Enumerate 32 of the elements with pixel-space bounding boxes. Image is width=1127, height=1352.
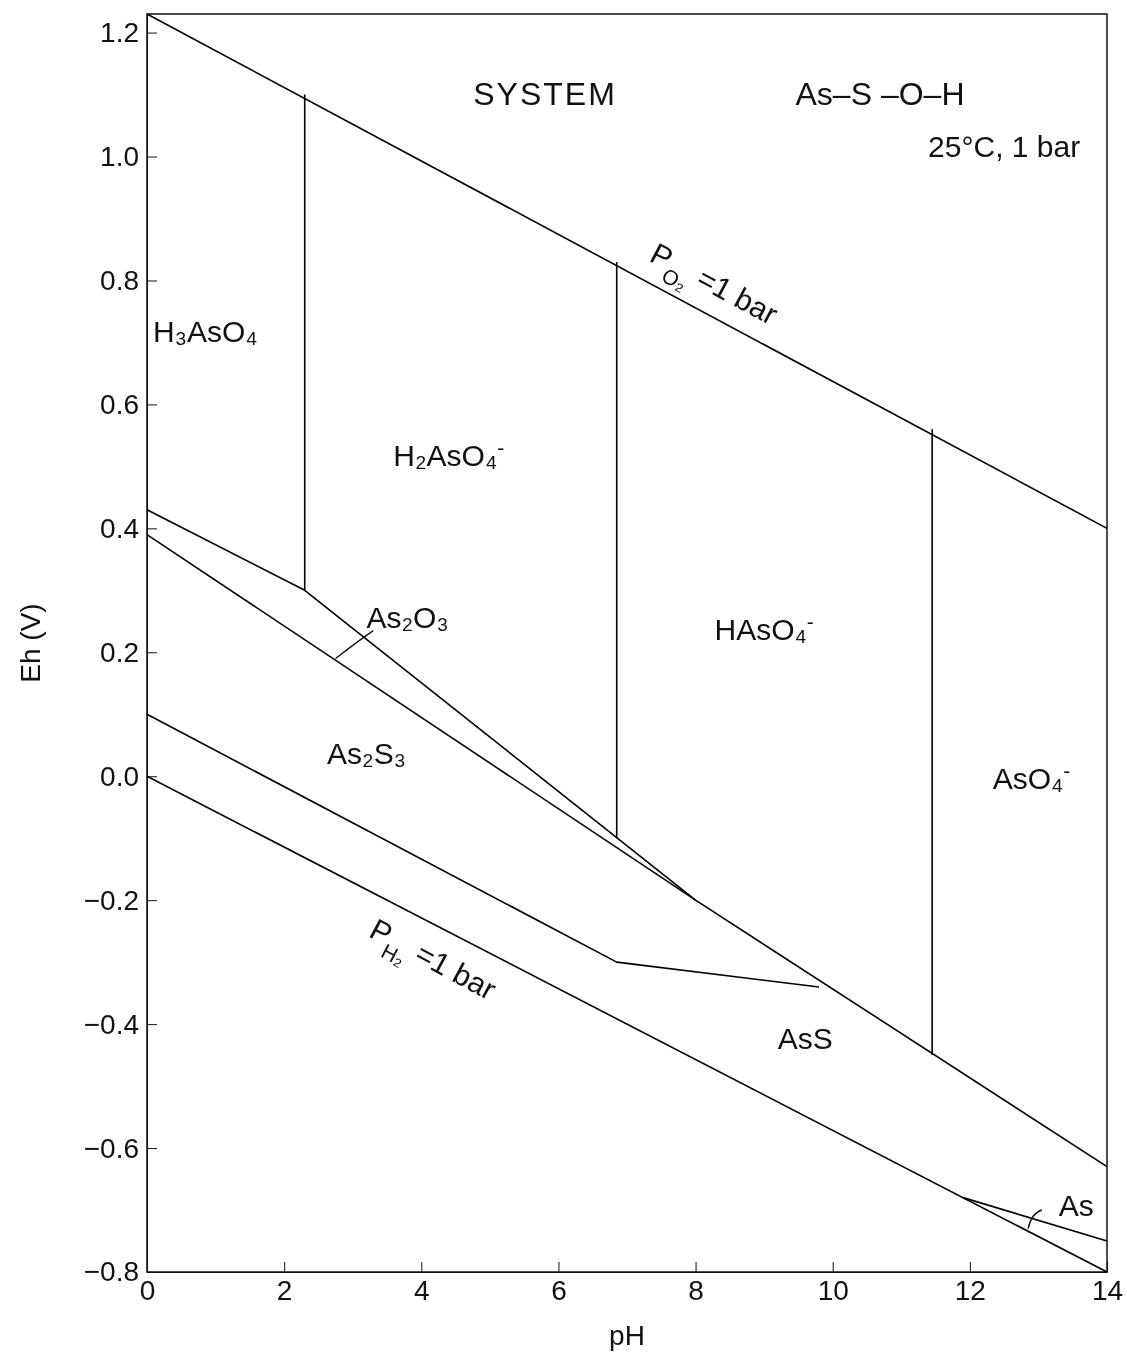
y-tick-label: 0.0 bbox=[100, 760, 139, 792]
text: As–S –O–H bbox=[795, 76, 965, 112]
x-tick-label: 8 bbox=[688, 1274, 704, 1306]
annotation: HAsO₄$^{-}$ bbox=[714, 609, 814, 646]
annotation: As₂O₃ bbox=[366, 600, 449, 634]
x-tick-label: 10 bbox=[817, 1274, 849, 1306]
annotation: As₂S₃ bbox=[326, 736, 406, 770]
annotation: H₂AsO₄$^{-}$ bbox=[393, 435, 505, 473]
annotation: As bbox=[1058, 1189, 1094, 1223]
y-tick-label: −0.4 bbox=[83, 1008, 139, 1040]
y-axis-title: Eh (V) bbox=[15, 603, 46, 683]
y-tick-label: −0.2 bbox=[83, 884, 139, 916]
x-tick-label: 0 bbox=[139, 1274, 156, 1306]
x-tick-label: 4 bbox=[414, 1274, 430, 1306]
text: SYSTEM bbox=[473, 76, 617, 112]
x-tick-label: 12 bbox=[954, 1274, 986, 1306]
x-tick-label: 6 bbox=[551, 1274, 567, 1306]
x-axis-title: pH bbox=[609, 1320, 645, 1351]
y-tick-label: 0.4 bbox=[100, 512, 139, 544]
annotation: AsO₄$^{-}$ bbox=[992, 758, 1071, 795]
y-tick-label: 0.6 bbox=[100, 388, 139, 420]
y-tick-label: 1.0 bbox=[100, 140, 139, 172]
x-tick-label: 2 bbox=[276, 1274, 293, 1306]
annotation: H₃AsO₄ bbox=[153, 315, 258, 349]
x-tick-label: 14 bbox=[1091, 1274, 1124, 1306]
y-tick-label: 1.2 bbox=[100, 17, 139, 49]
y-tick-label: −0.6 bbox=[83, 1132, 139, 1164]
annotation: 25°C, 1 bar bbox=[928, 129, 1081, 163]
y-tick-label: 0.8 bbox=[100, 264, 139, 296]
annotation: AsS bbox=[777, 1021, 833, 1055]
y-tick-label: −0.8 bbox=[83, 1256, 139, 1288]
y-tick-label: 0.2 bbox=[100, 636, 139, 668]
